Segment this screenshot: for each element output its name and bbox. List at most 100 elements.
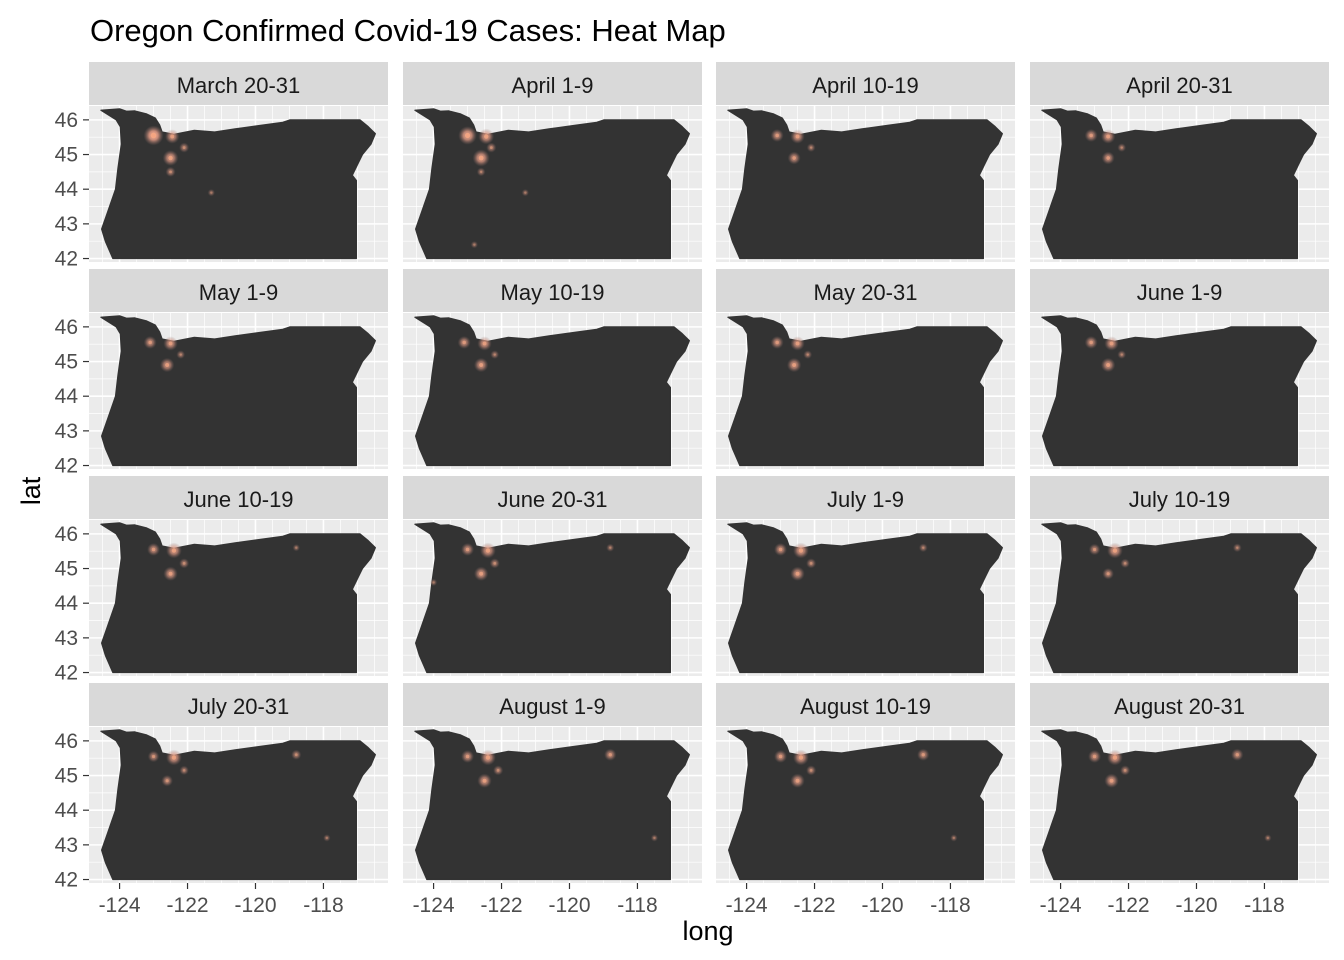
heat-point-core bbox=[1106, 156, 1110, 160]
heat-point-core bbox=[795, 571, 800, 576]
heat-point bbox=[803, 350, 813, 359]
heat-point bbox=[323, 834, 331, 842]
x-tick-label: -118 bbox=[930, 894, 970, 917]
heat-point-core bbox=[479, 362, 484, 368]
heat-point-core bbox=[182, 769, 186, 772]
heat-point bbox=[1117, 350, 1127, 359]
heat-point bbox=[950, 834, 958, 842]
x-tick-label: -122 bbox=[1108, 894, 1150, 917]
heat-point-core bbox=[1092, 754, 1097, 759]
facet-panel: June 10-19 42 43 44 45 46 bbox=[55, 476, 388, 685]
x-tick-label: -122 bbox=[794, 894, 836, 917]
oregon-map bbox=[100, 522, 376, 674]
oregon-map bbox=[414, 108, 691, 260]
heat-point-core bbox=[432, 581, 435, 584]
oregon-map bbox=[100, 729, 376, 881]
heat-point-core bbox=[524, 191, 527, 194]
x-tick-label: -124 bbox=[413, 894, 455, 917]
heat-point bbox=[207, 188, 216, 197]
x-tick-label: -120 bbox=[548, 894, 590, 917]
y-tick-label: 44 bbox=[55, 799, 79, 822]
x-tick-label: -120 bbox=[234, 894, 276, 917]
heat-point-core bbox=[795, 134, 800, 139]
heat-point-core bbox=[609, 546, 612, 549]
x-tick-label: -122 bbox=[481, 894, 523, 917]
oregon-map bbox=[1041, 729, 1318, 881]
heat-point-core bbox=[792, 362, 797, 368]
facet-panel: June 20-31 bbox=[403, 476, 702, 676]
heat-point-core bbox=[1106, 134, 1111, 139]
x-tick-label: -124 bbox=[726, 894, 768, 917]
heat-point-core bbox=[462, 340, 466, 345]
heat-point bbox=[179, 765, 189, 776]
heat-point-core bbox=[489, 146, 493, 150]
heat-point-core bbox=[1123, 768, 1127, 772]
facet-strip bbox=[1030, 62, 1329, 105]
facet-panel: April 10-19 bbox=[716, 62, 1015, 262]
facet-strip bbox=[716, 476, 1015, 519]
heat-point bbox=[918, 543, 928, 553]
facet-strip bbox=[403, 62, 702, 105]
oregon-map bbox=[414, 729, 691, 881]
heat-point-core bbox=[168, 155, 173, 161]
heat-point-core bbox=[182, 561, 186, 565]
heat-point bbox=[476, 167, 486, 177]
x-tick-label: -118 bbox=[617, 894, 657, 917]
heat-point bbox=[1264, 834, 1272, 842]
facet-panel: July 1-9 bbox=[716, 476, 1015, 676]
heat-point-core bbox=[465, 547, 470, 552]
heat-point-core bbox=[775, 340, 779, 345]
heat-point-core bbox=[479, 571, 484, 576]
heat-point-core bbox=[1120, 353, 1123, 356]
facet-strip-label: August 20-31 bbox=[1114, 694, 1245, 719]
y-tick-label: 42 bbox=[55, 248, 78, 271]
y-tick-label: 46 bbox=[55, 109, 78, 132]
heat-point bbox=[606, 543, 615, 552]
heat-point-core bbox=[168, 341, 173, 346]
facet-strip bbox=[716, 62, 1015, 105]
heat-point-core bbox=[148, 340, 152, 345]
heat-point-core bbox=[1236, 546, 1239, 549]
facet-strip bbox=[716, 269, 1015, 312]
oregon-map bbox=[727, 315, 1004, 467]
facet-strip-label: June 20-31 bbox=[497, 487, 607, 512]
facet-panel: May 20-31 bbox=[716, 269, 1015, 469]
heat-point-core bbox=[922, 546, 925, 549]
heat-point-core bbox=[795, 341, 800, 346]
facet-strip-label: May 20-31 bbox=[814, 280, 918, 305]
heat-point-core bbox=[182, 146, 186, 150]
heat-point-core bbox=[482, 778, 487, 783]
facet-strip-label: August 10-19 bbox=[800, 694, 931, 719]
heat-point-core bbox=[168, 571, 173, 576]
heat-point-core bbox=[150, 132, 157, 139]
heat-point-core bbox=[493, 353, 496, 356]
facet-strip-label: April 20-31 bbox=[1126, 73, 1232, 98]
facet-strip-label: May 1-9 bbox=[199, 280, 278, 305]
facet-panel: August 10-19 -124 -122 -120 -118 bbox=[716, 683, 1015, 917]
heat-point-core bbox=[1120, 146, 1123, 149]
heat-point bbox=[1117, 143, 1127, 153]
facet-strip-label: June 1-9 bbox=[1137, 280, 1223, 305]
y-tick-label: 42 bbox=[55, 869, 78, 892]
facet-strip-label: August 1-9 bbox=[499, 694, 605, 719]
y-tick-label: 45 bbox=[55, 144, 78, 167]
facet-panel: May 10-19 bbox=[403, 269, 702, 469]
heat-point-core bbox=[169, 170, 172, 174]
heat-point-core bbox=[1112, 548, 1118, 553]
heat-point bbox=[1120, 558, 1130, 569]
heat-point-core bbox=[653, 836, 656, 840]
facet-strip bbox=[716, 683, 1015, 726]
facet-panel: May 1-9 42 43 44 45 46 bbox=[55, 269, 388, 478]
heat-point-core bbox=[1106, 362, 1111, 368]
heat-point-core bbox=[778, 754, 783, 759]
y-tick-label: 45 bbox=[55, 558, 78, 581]
oregon-map bbox=[414, 522, 691, 674]
heat-point-core bbox=[151, 754, 156, 759]
heat-point-core bbox=[473, 243, 476, 246]
heat-point-core bbox=[478, 155, 484, 161]
heat-point-core bbox=[795, 778, 800, 783]
y-axis-title: lat bbox=[16, 476, 46, 505]
y-tick-label: 45 bbox=[55, 351, 78, 374]
oregon-map bbox=[414, 315, 691, 467]
